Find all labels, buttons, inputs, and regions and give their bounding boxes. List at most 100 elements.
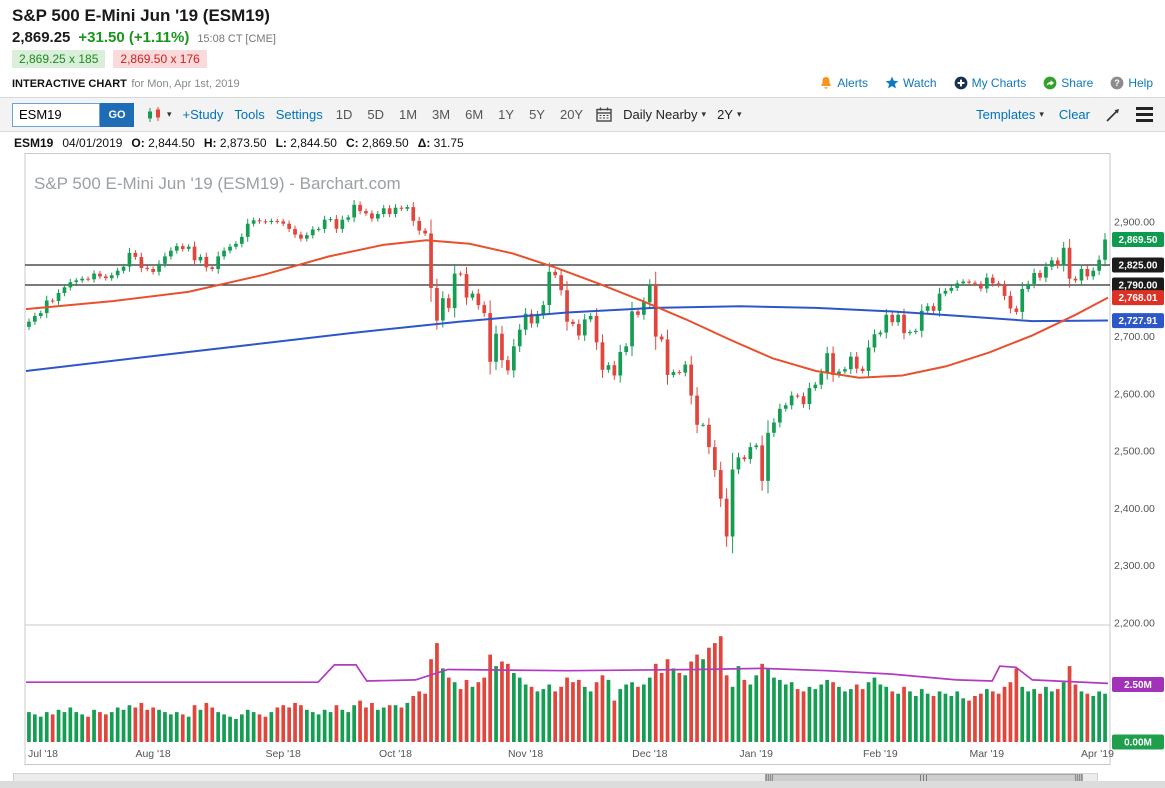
interactive-chart-subheader: INTERACTIVE CHART for Mon, Apr 1st, 2019… [12, 74, 1153, 97]
my-charts-label: My Charts [971, 76, 1027, 90]
frequency-dropdown[interactable]: Daily Nearby ▾ [623, 107, 706, 122]
range-5y-button[interactable]: 5Y [529, 107, 545, 122]
header-links: Alerts Watch My Charts Share ? Help [819, 76, 1153, 90]
ohlc-info-bar: ESM19 04/01/2019 O: 2,844.50 H: 2,873.50… [0, 132, 1165, 153]
chart-watermark: S&P 500 E-Mini Jun '19 (ESM19) - Barchar… [34, 174, 401, 193]
low-field: L: 2,844.50 [275, 136, 337, 150]
range-5d-button[interactable]: 5D [367, 107, 384, 122]
date-axis-label: Jan '19 [739, 748, 773, 760]
scrollbar-left-grip[interactable] [765, 774, 773, 783]
date-axis-label: Sep '18 [266, 748, 301, 760]
quote-line: 2,869.25 +31.50 (+1.11%) 15:08 CT [CME] [12, 29, 1153, 46]
watch-label: Watch [903, 76, 937, 90]
date-axis-label: Mar '19 [969, 748, 1004, 760]
bid-ask-row: 2,869.25 x 185 2,869.50 x 176 [12, 50, 1153, 68]
chevron-down-icon: ▾ [701, 109, 707, 119]
interactive-chart-label: INTERACTIVE CHART [12, 78, 127, 90]
volume-average-line [26, 664, 1109, 685]
range-3m-button[interactable]: 3M [432, 107, 451, 122]
high-field: H: 2,873.50 [203, 136, 267, 150]
clear-button[interactable]: Clear [1058, 107, 1090, 122]
date-axis-label: Aug '18 [135, 748, 170, 760]
price-chart-svg[interactable]: S&P 500 E-Mini Jun '19 (ESM19) - Barchar… [12, 153, 1165, 766]
tools-button[interactable]: Tools [234, 107, 265, 122]
scrollbar-center-grip [920, 775, 928, 782]
menu-button[interactable] [1136, 107, 1153, 122]
chart-type-dropdown[interactable]: ▾ [145, 106, 172, 123]
add-study-button[interactable]: +Study [182, 107, 224, 122]
svg-text:?: ? [1115, 78, 1121, 88]
info-symbol: ESM19 [14, 136, 54, 150]
trendline-draw-icon [1106, 108, 1119, 122]
symbol-input[interactable] [12, 102, 100, 127]
price-badge: 2,825.00 [1112, 257, 1164, 273]
range-1y-button[interactable]: 1Y [498, 107, 515, 122]
price-axis-label: 2,300.00 [1114, 560, 1155, 572]
question-circle-icon: ? [1110, 76, 1124, 90]
svg-text:2,825.00: 2,825.00 [1119, 261, 1158, 272]
last-price: 2,869.25 [12, 29, 71, 46]
watch-link[interactable]: Watch [885, 76, 937, 90]
price-axis-label: 2,400.00 [1114, 503, 1155, 515]
price-axis-label: 2,600.00 [1114, 388, 1155, 400]
date-axis-label: Apr '19 [1081, 748, 1114, 760]
my-charts-link[interactable]: My Charts [954, 76, 1027, 90]
scrollbar-right-grip[interactable] [1074, 774, 1082, 783]
range-20y-button[interactable]: 20Y [559, 107, 584, 122]
range-6m-button[interactable]: 6M [465, 107, 484, 122]
calendar-icon [596, 107, 612, 122]
svg-text:2,869.50: 2,869.50 [1119, 235, 1158, 246]
price-change: +31.50 (+1.11%) [78, 29, 190, 46]
svg-text:2,768.01: 2,768.01 [1119, 293, 1158, 304]
ma-slow-line [25, 305, 1109, 372]
quote-timestamp: 15:08 CT [CME] [197, 33, 276, 45]
svg-text:2,790.00: 2,790.00 [1119, 281, 1158, 292]
share-link[interactable]: Share [1043, 76, 1093, 90]
quote-header: S&P 500 E-Mini Jun '19 (ESM19) 2,869.25 … [0, 0, 1165, 97]
close-field: C: 2,869.50 [345, 136, 409, 150]
help-link[interactable]: ? Help [1110, 76, 1153, 90]
price-badge: 2,727.91 [1112, 313, 1164, 329]
price-badge: 2,869.50 [1112, 232, 1164, 247]
span-dropdown[interactable]: 2Y ▾ [717, 107, 741, 122]
price-axis-label: 2,900.00 [1114, 217, 1155, 229]
ma-fast-line [25, 239, 1109, 379]
date-axis-label: Oct '18 [379, 748, 412, 760]
go-button[interactable]: GO [100, 102, 134, 127]
settings-button[interactable]: Settings [275, 107, 323, 122]
span-value: 2Y [717, 107, 733, 122]
bell-icon [821, 77, 832, 89]
page-title: S&P 500 E-Mini Jun '19 (ESM19) [12, 6, 270, 25]
help-label: Help [1128, 76, 1153, 90]
templates-label: Templates [976, 107, 1036, 122]
calendar-button[interactable] [596, 107, 612, 122]
alerts-link[interactable]: Alerts [819, 76, 868, 90]
price-badge: 2,768.01 [1112, 290, 1164, 306]
price-axis-label: 2,700.00 [1114, 331, 1155, 343]
chevron-down-icon: ▾ [1039, 109, 1044, 119]
change-field: Δ: 31.75 [417, 136, 464, 150]
date-axis-label: Dec '18 [632, 748, 667, 760]
open-field: O: 2,844.50 [131, 136, 195, 150]
price-axis-label: 2,500.00 [1114, 446, 1155, 458]
svg-text:0.00M: 0.00M [1124, 738, 1152, 749]
share-label: Share [1061, 76, 1094, 90]
price-badge: 2,790.00 [1112, 277, 1164, 293]
annotation-tool-button[interactable] [1105, 107, 1121, 123]
bid-quote: 2,869.25 x 185 [12, 50, 106, 68]
range-1m-button[interactable]: 1M [398, 107, 418, 122]
range-1d-button[interactable]: 1D [335, 107, 353, 122]
svg-text:2,727.91: 2,727.91 [1119, 316, 1158, 327]
templates-dropdown[interactable]: Templates ▾ [976, 107, 1044, 122]
candles [27, 200, 1107, 554]
chevron-down-icon: ▾ [736, 109, 742, 119]
toolbar-right-group: Templates ▾ Clear [976, 107, 1153, 123]
date-axis-label: Nov '18 [508, 748, 543, 760]
date-axis-label: Jul '18 [28, 748, 58, 760]
chart-toolbar: GO ▾ +Study Tools Settings 1D 5D 1M 3M 6… [0, 97, 1165, 132]
ask-quote: 2,869.50 x 176 [113, 50, 207, 68]
volume-bars [27, 636, 1107, 742]
volume-badge: 0.00M [1112, 734, 1164, 750]
star-icon [885, 76, 899, 89]
